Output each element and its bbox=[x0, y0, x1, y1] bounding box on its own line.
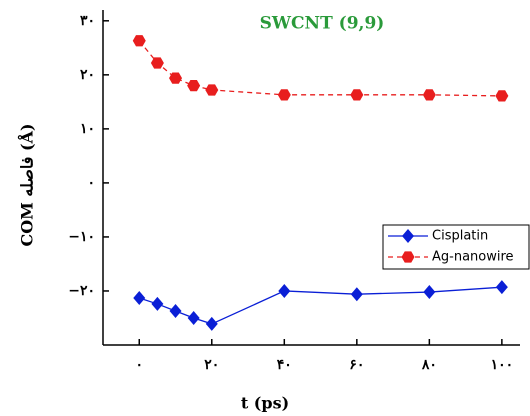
x-tick-label: ۶۰ bbox=[349, 357, 364, 373]
hexagon-marker bbox=[277, 89, 291, 101]
diamond-marker bbox=[423, 285, 436, 300]
legend-label: Ag-nanowire bbox=[432, 250, 514, 265]
hexagon-marker bbox=[350, 89, 364, 101]
hexagon-marker bbox=[187, 80, 201, 92]
x-tick-label: ۰ bbox=[135, 357, 143, 373]
diamond-marker bbox=[187, 310, 200, 325]
diamond-marker bbox=[278, 283, 291, 298]
y-tick-label: −۱۰ bbox=[68, 229, 95, 245]
diamond-marker bbox=[402, 229, 414, 243]
hexagon-marker bbox=[495, 90, 509, 102]
diamond-marker bbox=[133, 290, 146, 305]
y-tick-label: −۲۰ bbox=[68, 283, 95, 299]
diamond-marker bbox=[169, 303, 182, 318]
x-tick-label: ۲۰ bbox=[204, 357, 219, 373]
y-axis-label: COM فاصله (Å) bbox=[16, 123, 37, 246]
diamond-marker bbox=[495, 280, 508, 295]
legend-label: Cisplatin bbox=[432, 229, 488, 244]
y-tick-label: ۲۰ bbox=[80, 67, 95, 83]
y-tick-label: ۳۰ bbox=[80, 13, 95, 29]
hexagon-marker bbox=[150, 57, 164, 69]
hexagon-marker bbox=[132, 35, 146, 47]
x-tick-label: ۸۰ bbox=[421, 357, 437, 373]
hexagon-marker bbox=[205, 84, 219, 96]
chart-title: SWCNT (9,9) bbox=[260, 14, 385, 34]
diamond-marker bbox=[350, 287, 363, 302]
diamond-marker bbox=[205, 316, 218, 331]
x-tick-label: ۱۰۰ bbox=[491, 357, 514, 373]
y-tick-label: ۱۰ bbox=[80, 121, 95, 137]
hexagon-marker bbox=[169, 72, 183, 84]
x-tick-label: ۴۰ bbox=[277, 357, 292, 373]
x-axis-label: t (ps) bbox=[241, 394, 289, 413]
hexagon-marker bbox=[401, 251, 415, 263]
hexagon-marker bbox=[422, 89, 436, 101]
diamond-marker bbox=[151, 296, 164, 311]
y-tick-label: ۰ bbox=[87, 175, 95, 191]
